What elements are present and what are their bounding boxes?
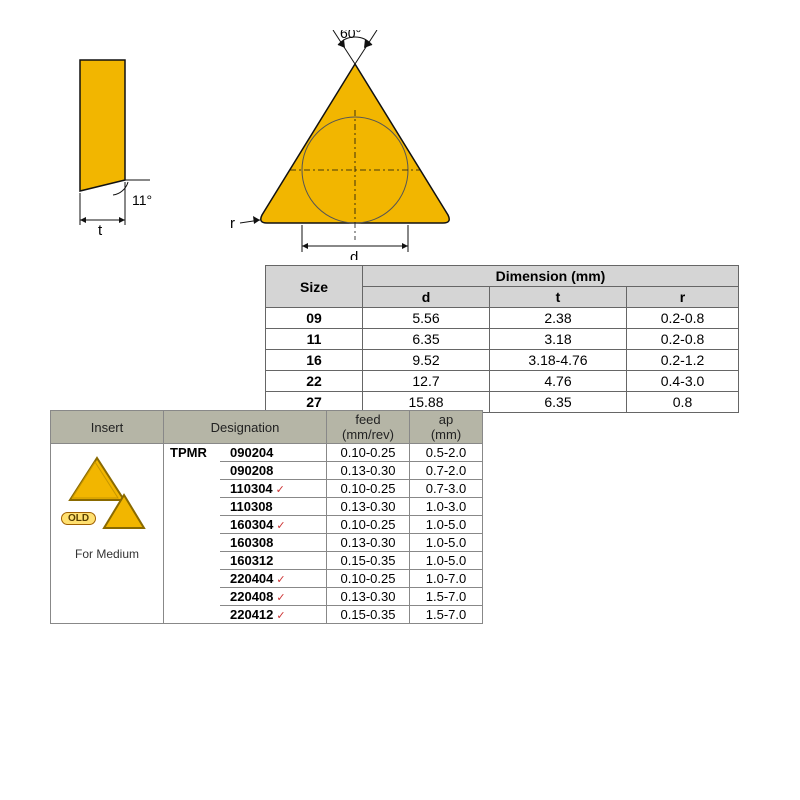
t-cell: 2.38 — [490, 308, 627, 329]
dim-t-label: t — [98, 222, 103, 239]
dim-r-label: r — [230, 215, 235, 232]
ap-cell: 1.0-5.0 — [410, 516, 483, 534]
angle-arc-11 — [113, 182, 128, 195]
designation-header: Designation — [164, 411, 327, 444]
diagram-svg: 11° t 60° r — [60, 30, 480, 260]
table-row: 095.562.380.2-0.8 — [266, 308, 739, 329]
insert-header: Insert — [51, 411, 164, 444]
designation-cell: 110308 — [220, 498, 327, 516]
ap-cell: 0.7-3.0 — [410, 480, 483, 498]
feed-cell: 0.10-0.25 — [327, 570, 410, 588]
size-cell: 11 — [266, 329, 363, 350]
insert-image-cell: OLD For Medium — [51, 444, 164, 624]
designation-cell: 090204 — [220, 444, 327, 462]
feed-cell: 0.15-0.35 — [327, 552, 410, 570]
type-code-cell: TPMR — [164, 444, 221, 624]
ap-cell: 1.0-5.0 — [410, 552, 483, 570]
dimension-header: Dimension (mm) — [363, 266, 739, 287]
d-cell: 6.35 — [363, 329, 490, 350]
feed-cell: 0.15-0.35 — [327, 606, 410, 624]
feed-cell: 0.13-0.30 — [327, 534, 410, 552]
old-badge: OLD — [61, 512, 96, 525]
col-d: d — [363, 287, 490, 308]
r-cell: 0.4-3.0 — [627, 371, 739, 392]
check-icon: ✓ — [276, 574, 285, 586]
t-cell: 6.35 — [490, 392, 627, 413]
check-icon: ✓ — [276, 484, 285, 496]
check-icon: ✓ — [276, 610, 285, 622]
col-t: t — [490, 287, 627, 308]
ap-cell: 0.5-2.0 — [410, 444, 483, 462]
t-cell: 3.18-4.76 — [490, 350, 627, 371]
insert-caption: For Medium — [57, 547, 157, 561]
feed-cell: 0.10-0.25 — [327, 444, 410, 462]
ap-cell: 1.0-3.0 — [410, 498, 483, 516]
feed-cell: 0.10-0.25 — [327, 516, 410, 534]
designation-cell: 090208 — [220, 462, 327, 480]
t-cell: 3.18 — [490, 329, 627, 350]
feed-cell: 0.10-0.25 — [327, 480, 410, 498]
side-profile-shape — [80, 60, 125, 191]
insert-icon — [62, 450, 152, 540]
d-cell: 9.52 — [363, 350, 490, 371]
designation-cell: 220404✓ — [220, 570, 327, 588]
table-row: 116.353.180.2-0.8 — [266, 329, 739, 350]
designation-cell: 160312 — [220, 552, 327, 570]
ap-cell: 1.0-7.0 — [410, 570, 483, 588]
t-cell: 4.76 — [490, 371, 627, 392]
size-cell: 22 — [266, 371, 363, 392]
table-row: 169.523.18-4.760.2-1.2 — [266, 350, 739, 371]
table-row: 2212.74.760.4-3.0 — [266, 371, 739, 392]
angle-11-label: 11° — [132, 192, 152, 208]
r-cell: 0.2-0.8 — [627, 308, 739, 329]
angle-60-label: 60° — [340, 30, 361, 41]
check-icon: ✓ — [276, 592, 285, 604]
designation-cell: 160304✓ — [220, 516, 327, 534]
r-cell: 0.8 — [627, 392, 739, 413]
r-cell: 0.2-1.2 — [627, 350, 739, 371]
feed-cell: 0.13-0.30 — [327, 588, 410, 606]
check-icon: ✓ — [276, 520, 285, 532]
ap-cell: 1.0-5.0 — [410, 534, 483, 552]
designation-cell: 220412✓ — [220, 606, 327, 624]
d-cell: 12.7 — [363, 371, 490, 392]
size-cell: 09 — [266, 308, 363, 329]
d-cell: 5.56 — [363, 308, 490, 329]
feed-cell: 0.13-0.30 — [327, 462, 410, 480]
ap-cell: 1.5-7.0 — [410, 588, 483, 606]
technical-diagram: 11° t 60° r — [60, 30, 480, 260]
dim-d-label: d — [350, 249, 358, 260]
size-header: Size — [266, 266, 363, 308]
feed-cell: 0.13-0.30 — [327, 498, 410, 516]
insert-table-body: OLDFor MediumTPMR0902040.10-0.250.5-2.00… — [51, 444, 483, 624]
insert-designation-table: Insert Designation feed (mm/rev) ap (mm)… — [50, 410, 483, 624]
table-row: OLDFor MediumTPMR0902040.10-0.250.5-2.0 — [51, 444, 483, 462]
ap-header: ap (mm) — [410, 411, 483, 444]
r-cell: 0.2-0.8 — [627, 329, 739, 350]
size-cell: 16 — [266, 350, 363, 371]
designation-cell: 160308 — [220, 534, 327, 552]
size-dimension-table: Size Dimension (mm) d t r 095.562.380.2-… — [265, 265, 739, 413]
ap-cell: 0.7-2.0 — [410, 462, 483, 480]
designation-cell: 220408✓ — [220, 588, 327, 606]
col-r: r — [627, 287, 739, 308]
designation-cell: 110304✓ — [220, 480, 327, 498]
ap-cell: 1.5-7.0 — [410, 606, 483, 624]
feed-header: feed (mm/rev) — [327, 411, 410, 444]
